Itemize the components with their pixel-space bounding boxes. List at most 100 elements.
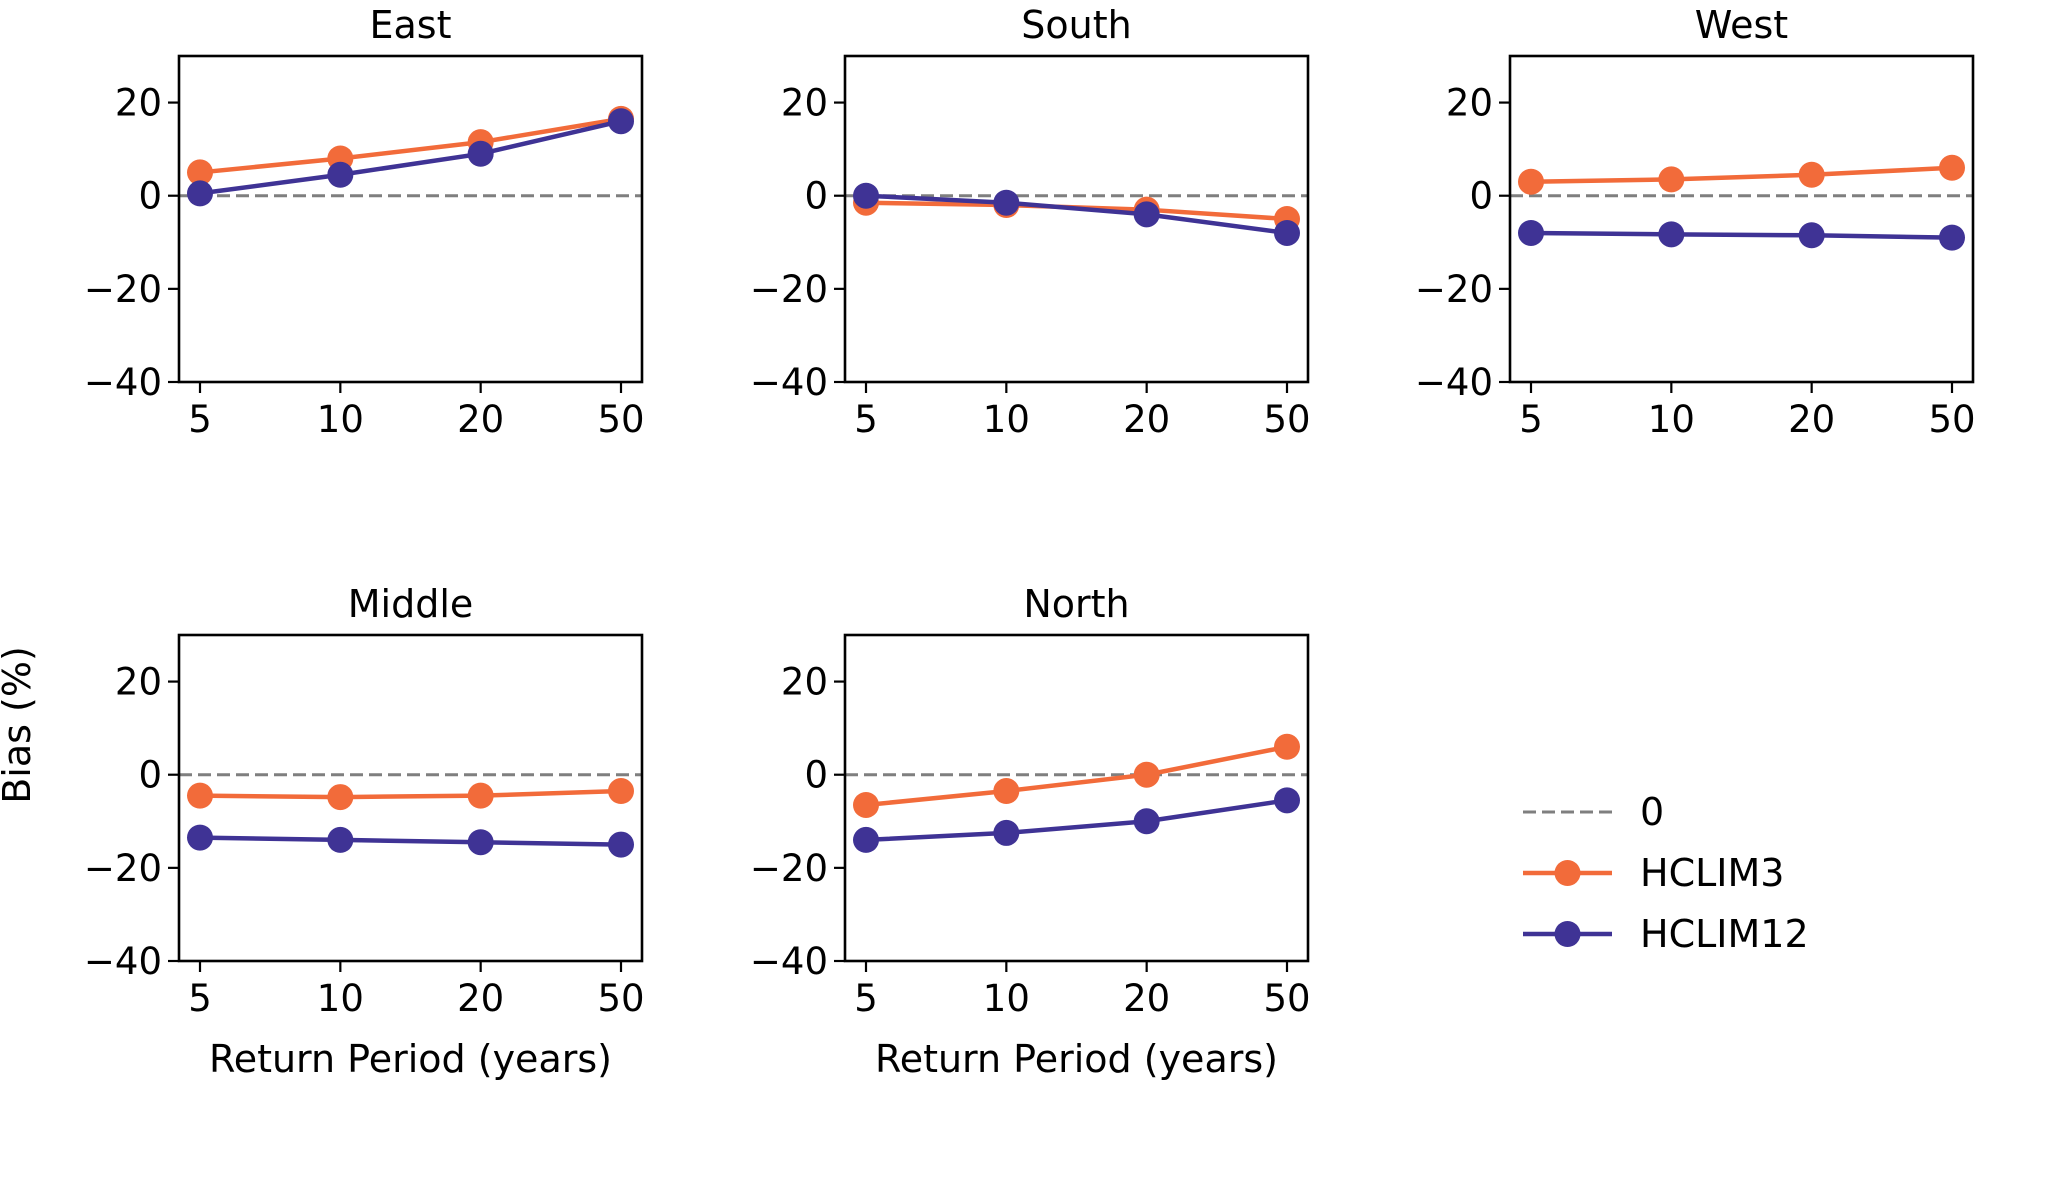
axes-frame	[177, 54, 644, 384]
data-point-hclim3	[187, 159, 213, 186]
data-point-hclim12	[1274, 219, 1300, 246]
panel-title: South	[1021, 3, 1131, 47]
x-tick-label: 10	[317, 398, 364, 441]
x-tick-label: 20	[457, 977, 504, 1020]
legend-swatch-marker-hclim12	[1554, 921, 1581, 947]
x-tick-label: 50	[597, 977, 644, 1020]
x-tick-label: 50	[1263, 977, 1310, 1020]
data-point-hclim12	[1658, 221, 1685, 248]
data-point-hclim3	[1939, 154, 1965, 181]
series-line-hclim3	[199, 788, 622, 800]
axes-frame	[843, 633, 1310, 963]
x-tick-label: 10	[1648, 398, 1695, 441]
data-point-hclim3	[1133, 761, 1160, 788]
panel-title: North	[1023, 582, 1129, 626]
legend-swatch-marker-hclim3	[1554, 860, 1581, 886]
data-point-hclim12	[1518, 219, 1544, 246]
series-line-hclim3	[865, 200, 1288, 222]
x-tick-label: 50	[1263, 398, 1310, 441]
data-point-hclim12	[993, 189, 1020, 216]
data-point-hclim12	[327, 161, 354, 188]
y-tick-label: −40	[84, 940, 162, 983]
data-point-hclim3	[1658, 166, 1685, 193]
data-point-hclim12	[1274, 787, 1300, 814]
data-point-hclim3	[1274, 733, 1300, 760]
y-tick-label: −40	[750, 940, 828, 983]
x-tick-label: 5	[854, 977, 878, 1020]
x-tick-label: 10	[317, 977, 364, 1020]
x-tick-label: 10	[983, 977, 1030, 1020]
y-tick-label: 20	[1446, 82, 1493, 125]
data-point-hclim12	[993, 819, 1020, 846]
y-tick-label: −20	[84, 847, 162, 890]
data-point-hclim3	[187, 782, 213, 809]
x-tick-label: 10	[983, 398, 1030, 441]
series-line-hclim12	[865, 193, 1288, 236]
x-tick-label: 20	[1123, 977, 1170, 1020]
data-point-hclim12	[608, 831, 634, 858]
series-line-hclim12	[865, 798, 1288, 843]
y-tick-label: −20	[1415, 268, 1493, 311]
y-tick-label: 0	[138, 754, 162, 797]
y-tick-label: 0	[1469, 175, 1493, 218]
data-point-hclim3	[853, 791, 879, 818]
x-tick-label: 5	[854, 398, 878, 441]
x-tick-label: 20	[1788, 398, 1835, 441]
x-axis-label: Return Period (years)	[875, 1037, 1278, 1081]
data-point-hclim3	[467, 782, 494, 809]
legend-label-hclim3: HCLIM3	[1640, 851, 1784, 895]
data-point-hclim3	[327, 784, 354, 811]
x-axis-label: Return Period (years)	[209, 1037, 612, 1081]
series-line-hclim3	[865, 744, 1288, 808]
data-point-hclim12	[187, 824, 213, 851]
data-point-hclim12	[608, 108, 634, 135]
data-point-hclim12	[853, 826, 879, 853]
axes-frame	[1508, 54, 1975, 384]
series-line-hclim12	[199, 119, 622, 196]
panel-title: West	[1695, 3, 1788, 47]
y-tick-label: 20	[115, 82, 162, 125]
x-tick-label: 50	[1928, 398, 1975, 441]
data-point-hclim3	[608, 778, 634, 805]
panel-title: East	[370, 3, 452, 47]
data-point-hclim12	[1133, 808, 1160, 835]
legend-label-reference: 0	[1640, 790, 1664, 834]
data-point-hclim12	[1939, 224, 1965, 251]
y-tick-label: 20	[115, 661, 162, 704]
data-point-hclim12	[853, 182, 879, 209]
x-tick-label: 5	[188, 977, 212, 1020]
y-tick-label: −40	[1415, 361, 1493, 404]
y-axis-label: Bias (%)	[0, 646, 39, 804]
panel-title: Middle	[348, 582, 474, 626]
y-tick-label: −40	[84, 361, 162, 404]
axes-frame	[843, 54, 1310, 384]
x-tick-label: 20	[1123, 398, 1170, 441]
x-tick-label: 5	[188, 398, 212, 441]
x-tick-label: 50	[597, 398, 644, 441]
data-point-hclim12	[327, 826, 354, 853]
series-line-hclim3	[1530, 165, 1953, 184]
data-point-hclim12	[1798, 222, 1825, 249]
y-tick-label: 0	[804, 175, 828, 218]
y-tick-label: 20	[781, 661, 828, 704]
data-point-hclim3	[1798, 161, 1825, 188]
y-tick-label: −40	[750, 361, 828, 404]
y-tick-label: 0	[804, 754, 828, 797]
data-point-hclim3	[1518, 168, 1544, 195]
y-tick-label: −20	[750, 268, 828, 311]
y-tick-label: 0	[138, 175, 162, 218]
x-tick-label: 20	[457, 398, 504, 441]
series-line-hclim12	[199, 835, 622, 847]
y-tick-label: −20	[750, 847, 828, 890]
axes-frame	[177, 633, 644, 963]
y-tick-label: 20	[781, 82, 828, 125]
x-tick-label: 5	[1519, 398, 1543, 441]
data-point-hclim12	[187, 180, 213, 207]
data-point-hclim3	[993, 778, 1020, 805]
data-point-hclim12	[467, 829, 494, 856]
legend-label-hclim12: HCLIM12	[1640, 912, 1809, 956]
y-tick-label: −20	[84, 268, 162, 311]
series-line-hclim12	[1530, 230, 1953, 240]
data-point-hclim12	[1133, 201, 1160, 228]
